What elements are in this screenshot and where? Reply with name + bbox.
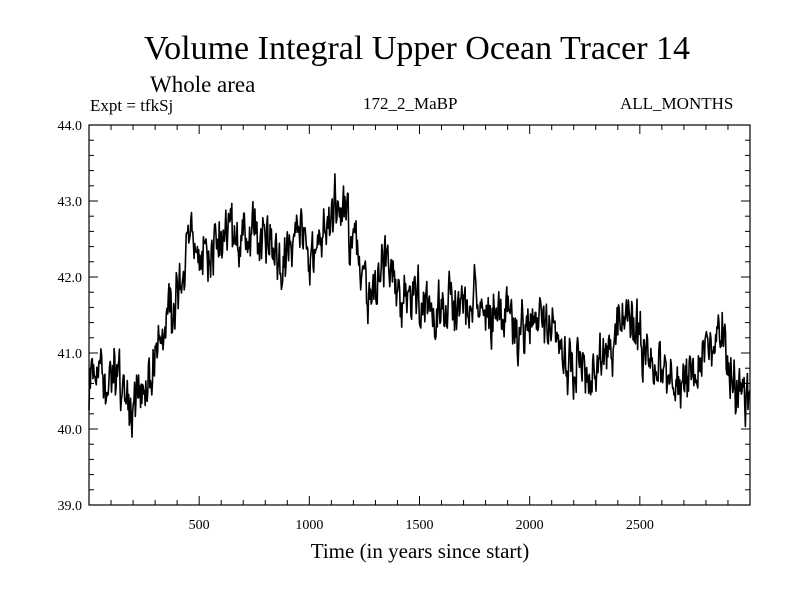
y-tick-label: 44.0 bbox=[58, 119, 83, 134]
y-tick-label: 39.0 bbox=[58, 499, 83, 514]
y-tick-label: 42.0 bbox=[58, 271, 83, 286]
plot-frame bbox=[88, 124, 751, 506]
experiment-label: Expt = tfkSj bbox=[90, 96, 174, 115]
x-tick-label: 2500 bbox=[626, 518, 654, 533]
x-tick-label: 1000 bbox=[295, 518, 323, 533]
x-tick-label: 500 bbox=[189, 518, 210, 533]
run-id-label: 172_2_MaBP bbox=[363, 94, 458, 113]
x-axis-title: Time (in years since start) bbox=[311, 539, 530, 563]
chart-subtitle: Whole area bbox=[150, 72, 256, 97]
chart-title: Volume Integral Upper Ocean Tracer 14 bbox=[143, 30, 691, 67]
y-tick-label: 43.0 bbox=[58, 195, 83, 210]
x-tick-label: 2000 bbox=[516, 518, 544, 533]
x-tick-label: 1500 bbox=[406, 518, 434, 533]
period-label: ALL_MONTHS bbox=[620, 94, 734, 113]
y-tick-label: 41.0 bbox=[58, 347, 83, 362]
y-tick-label: 40.0 bbox=[58, 423, 83, 438]
series-line-tracer-14 bbox=[88, 173, 751, 438]
